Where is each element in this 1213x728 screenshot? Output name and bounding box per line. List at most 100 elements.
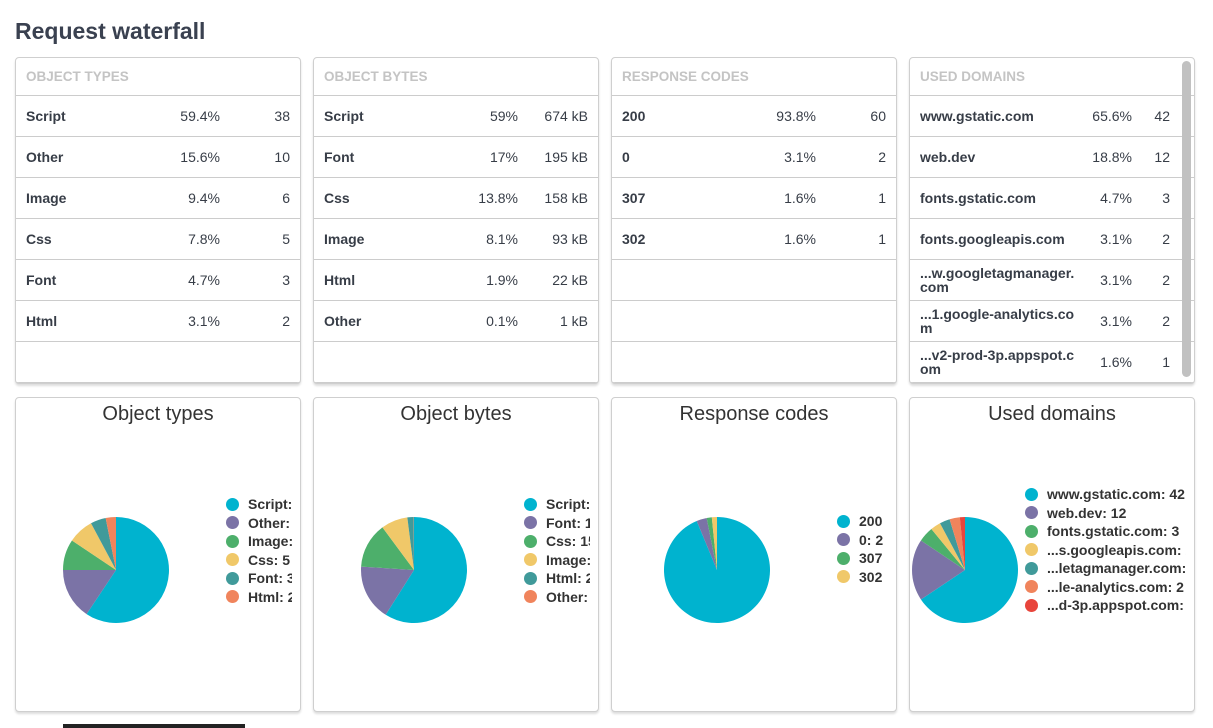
row-count: 2 xyxy=(1132,231,1170,247)
legend-label: Image: 93 kB xyxy=(546,552,590,568)
legend-item[interactable]: Other: 1 kB xyxy=(524,588,590,607)
legend-label: Image: 6 xyxy=(248,533,292,549)
row-percent: 1.6% xyxy=(746,231,816,247)
legend-label: 307 xyxy=(859,550,882,566)
row-percent: 18.8% xyxy=(1078,149,1132,165)
table-object-types: OBJECT TYPES Script 59.4% 38 Other 15.6%… xyxy=(15,57,301,384)
row-name: Html xyxy=(324,272,448,288)
table-row: Html 1.9% 22 kB xyxy=(314,260,598,301)
legend-item[interactable]: Css: 5 xyxy=(226,551,292,570)
row-count: 2 xyxy=(816,149,886,165)
legend-item[interactable]: Script: 674 kB xyxy=(524,495,590,514)
table-row: Script 59% 674 kB xyxy=(314,96,598,137)
legend-item[interactable]: Image: 93 kB xyxy=(524,551,590,570)
legend-item[interactable]: ...d-3p.appspot.com: 1 xyxy=(1025,596,1186,615)
legend-item[interactable]: Font: 195 kB xyxy=(524,514,590,533)
row-name: Image xyxy=(324,231,448,247)
legend-item[interactable]: Html: 2 xyxy=(226,588,292,607)
legend-item[interactable]: Other: 10 xyxy=(226,514,292,533)
row-count: 1 xyxy=(816,190,886,206)
legend-label: ...letagmanager.com: 2 xyxy=(1047,560,1186,576)
table-row: Image 9.4% 6 xyxy=(16,178,300,219)
legend-swatch xyxy=(1025,525,1038,538)
row-percent: 1.9% xyxy=(448,272,518,288)
table-row: 200 93.8% 60 xyxy=(612,96,896,137)
vertical-scrollbar[interactable] xyxy=(1182,61,1191,377)
row-name: fonts.googleapis.com xyxy=(920,232,1078,246)
row-count: 10 xyxy=(220,149,290,165)
table-response-codes: RESPONSE CODES 200 93.8% 60 0 3.1% 2 307… xyxy=(611,57,897,384)
horizontal-scrollbar[interactable] xyxy=(63,724,245,728)
row-percent: 0.1% xyxy=(448,313,518,329)
legend-item[interactable]: ...letagmanager.com: 2 xyxy=(1025,559,1186,578)
legend-item[interactable]: Font: 3 xyxy=(226,569,292,588)
row-count: 5 xyxy=(220,231,290,247)
table-row: Script 59.4% 38 xyxy=(16,96,300,137)
legend-label: 0: 2 xyxy=(859,532,883,548)
legend-label: 200 xyxy=(859,513,882,529)
row-name: Script xyxy=(26,108,150,124)
page-title: Request waterfall xyxy=(15,18,205,45)
row-name: ...v2-prod-3p.appspot.com xyxy=(920,348,1078,376)
legend-item[interactable]: fonts.gstatic.com: 3 xyxy=(1025,522,1186,541)
table-row: www.gstatic.com 65.6% 42 xyxy=(910,96,1194,137)
table-row: Font 17% 195 kB xyxy=(314,137,598,178)
legend-swatch xyxy=(1025,543,1038,556)
row-name: 302 xyxy=(622,231,746,247)
legend-swatch xyxy=(226,535,239,548)
legend-item[interactable]: Script: 38 xyxy=(226,495,292,514)
row-count: 93 kB xyxy=(518,231,588,247)
legend-label: fonts.gstatic.com: 3 xyxy=(1047,523,1179,539)
legend-item[interactable]: 0: 2 xyxy=(837,531,888,550)
row-percent: 8.1% xyxy=(448,231,518,247)
legend-swatch xyxy=(226,590,239,603)
table-row: Other 15.6% 10 xyxy=(16,137,300,178)
pie-chart xyxy=(56,510,176,630)
legend-label: Css: 5 xyxy=(248,552,290,568)
legend-swatch xyxy=(1025,506,1038,519)
legend-item[interactable]: 200 xyxy=(837,512,888,531)
legend-label: Html: 2 xyxy=(248,589,292,605)
row-count: 3 xyxy=(1132,190,1170,206)
row-name: Other xyxy=(324,313,448,329)
legend-label: ...s.googleapis.com: 2 xyxy=(1047,542,1186,558)
table-row: ...v2-prod-3p.appspot.com 1.6% 1 xyxy=(910,342,1194,383)
row-count: 1 xyxy=(816,231,886,247)
legend-item[interactable]: ...le-analytics.com: 2 xyxy=(1025,578,1186,597)
row-percent: 3.1% xyxy=(150,313,220,329)
legend-item[interactable]: Css: 158 kB xyxy=(524,532,590,551)
table-row: Image 8.1% 93 kB xyxy=(314,219,598,260)
legend-swatch xyxy=(226,553,239,566)
legend-item[interactable]: Image: 6 xyxy=(226,532,292,551)
row-name: Css xyxy=(26,231,150,247)
row-percent: 3.1% xyxy=(1078,231,1132,247)
row-name: Other xyxy=(26,149,150,165)
legend-swatch xyxy=(1025,562,1038,575)
table-header: OBJECT BYTES xyxy=(314,58,598,96)
table-object-bytes: OBJECT BYTES Script 59% 674 kB Font 17% … xyxy=(313,57,599,384)
legend-item[interactable]: web.dev: 12 xyxy=(1025,504,1186,523)
empty-row xyxy=(612,260,896,301)
row-count: 6 xyxy=(220,190,290,206)
legend-label: Script: 38 xyxy=(248,496,292,512)
empty-row xyxy=(16,342,300,383)
chart-title: Response codes xyxy=(612,403,896,426)
legend-label: Script: 674 kB xyxy=(546,496,590,512)
table-row: ...1.google-analytics.com 3.1% 2 xyxy=(910,301,1194,342)
legend-item[interactable]: Html: 22 kB xyxy=(524,569,590,588)
legend-label: Font: 3 xyxy=(248,570,292,586)
legend-item[interactable]: 307 xyxy=(837,549,888,568)
row-name: 200 xyxy=(622,108,746,124)
legend-item[interactable]: 302 xyxy=(837,568,888,587)
legend-label: web.dev: 12 xyxy=(1047,505,1126,521)
empty-row xyxy=(612,301,896,342)
legend-item[interactable]: www.gstatic.com: 42 xyxy=(1025,485,1186,504)
row-percent: 13.8% xyxy=(448,190,518,206)
table-header: RESPONSE CODES xyxy=(612,58,896,96)
table-row: 307 1.6% 1 xyxy=(612,178,896,219)
legend-item[interactable]: ...s.googleapis.com: 2 xyxy=(1025,541,1186,560)
legend-label: Font: 195 kB xyxy=(546,515,590,531)
row-name: Font xyxy=(26,272,150,288)
